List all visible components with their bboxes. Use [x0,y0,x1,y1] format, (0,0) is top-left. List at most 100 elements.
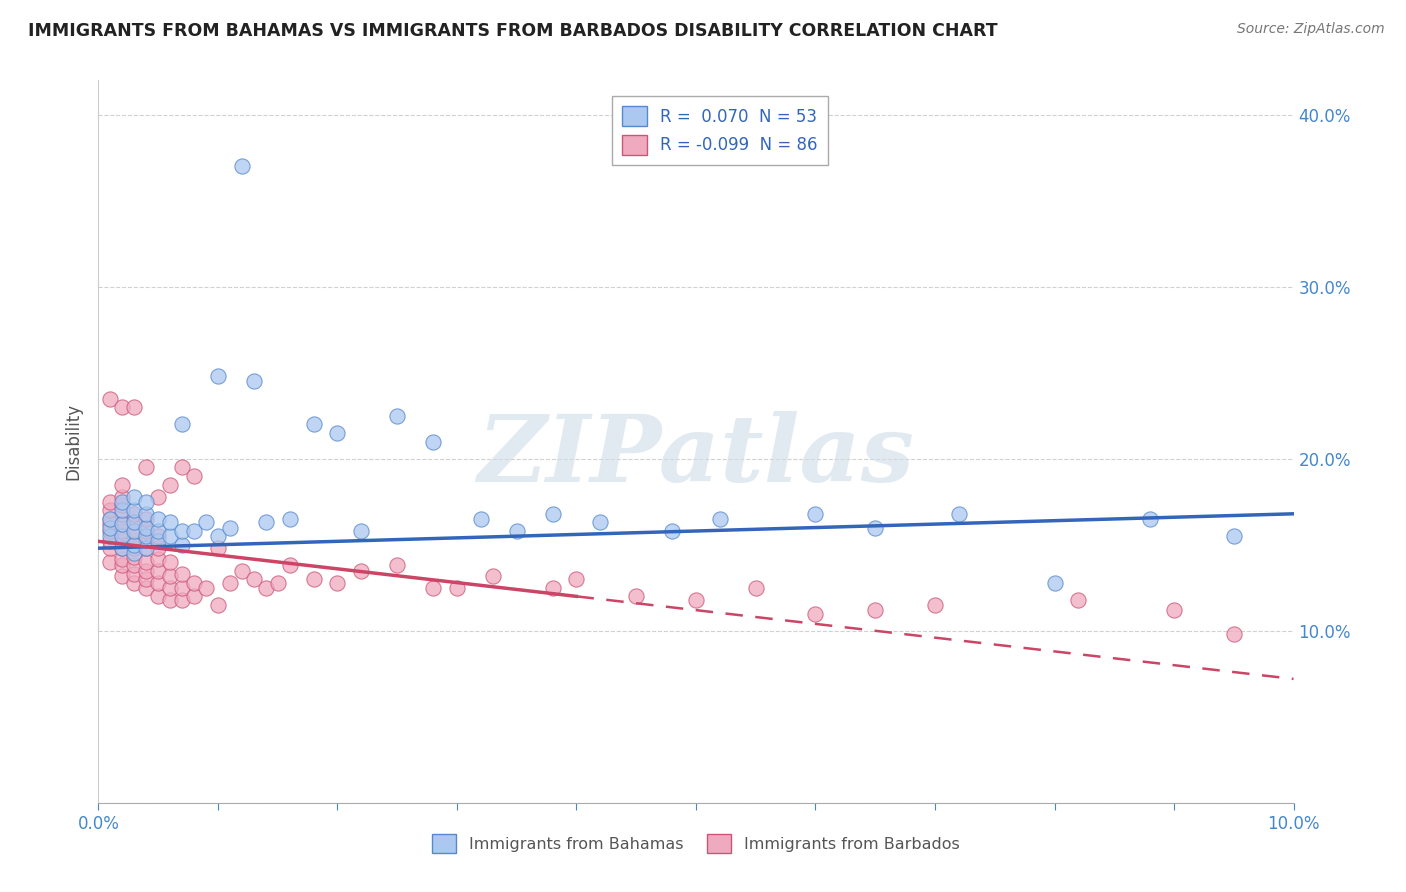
Point [207,598,229,612]
Point [98,512,122,526]
Point [135,460,157,475]
Point [183,590,205,604]
Point [1139,512,1161,526]
Point [470,512,492,526]
Point [98,517,122,532]
Point [541,581,564,595]
Point [124,558,146,573]
Point [135,572,157,586]
Point [183,469,205,483]
Point [254,516,277,530]
Point [948,507,970,521]
Point [804,607,827,621]
Text: Source: ZipAtlas.com: Source: ZipAtlas.com [1237,22,1385,37]
Point [589,516,612,530]
Point [1163,603,1185,617]
Point [172,417,194,432]
Point [124,400,146,414]
Point [506,524,529,538]
Point [1043,575,1066,590]
Point [159,555,181,569]
Point [148,524,170,538]
Point [685,592,707,607]
Point [111,494,134,508]
Point [231,159,253,173]
Point [98,520,122,534]
Point [446,581,468,595]
Point [422,581,444,595]
Point [278,558,301,573]
Point [278,512,301,526]
Point [135,507,157,521]
Point [159,581,181,595]
Point [804,507,827,521]
Point [924,598,946,612]
Point [124,524,146,538]
Point [124,575,146,590]
Point [207,541,229,556]
Point [148,551,170,566]
Point [1067,592,1090,607]
Point [124,516,146,530]
Point [195,581,218,595]
Point [172,567,194,582]
Point [135,581,157,595]
Point [111,517,134,532]
Point [124,567,146,582]
Point [302,572,325,586]
Point [111,490,134,504]
Point [385,409,409,423]
Point [124,507,146,521]
Point [243,375,266,389]
Point [124,538,146,552]
Point [267,575,290,590]
Point [148,564,170,578]
Point [709,512,731,526]
Point [111,524,134,538]
Point [172,460,194,475]
Point [135,520,157,534]
Point [124,533,146,547]
Point [172,592,194,607]
Point [148,590,170,604]
Point [865,603,887,617]
Point [111,533,134,547]
Point [98,512,122,526]
Point [124,516,146,530]
Text: IMMIGRANTS FROM BAHAMAS VS IMMIGRANTS FROM BARBADOS DISABILITY CORRELATION CHART: IMMIGRANTS FROM BAHAMAS VS IMMIGRANTS FR… [28,22,998,40]
Point [745,581,768,595]
Point [422,434,444,449]
Point [565,572,588,586]
Point [254,581,277,595]
Point [135,494,157,508]
Point [111,558,134,573]
Point [172,581,194,595]
Point [135,533,157,547]
Point [98,534,122,549]
Point [172,538,194,552]
Point [350,524,373,538]
Point [111,477,134,491]
Point [159,529,181,543]
Point [98,524,122,538]
Point [243,572,266,586]
Point [172,524,194,538]
Point [148,512,170,526]
Point [626,590,648,604]
Point [350,564,373,578]
Point [326,575,349,590]
Point [111,541,134,556]
Point [541,507,564,521]
Point [385,558,409,573]
Point [111,568,134,582]
Point [98,541,122,556]
Point [148,534,170,549]
Point [98,555,122,569]
Point [183,524,205,538]
Point [148,529,170,543]
Text: ZIPatlas: ZIPatlas [478,411,914,501]
Point [135,541,157,556]
Point [135,529,157,543]
Point [148,541,170,556]
Point [207,529,229,543]
